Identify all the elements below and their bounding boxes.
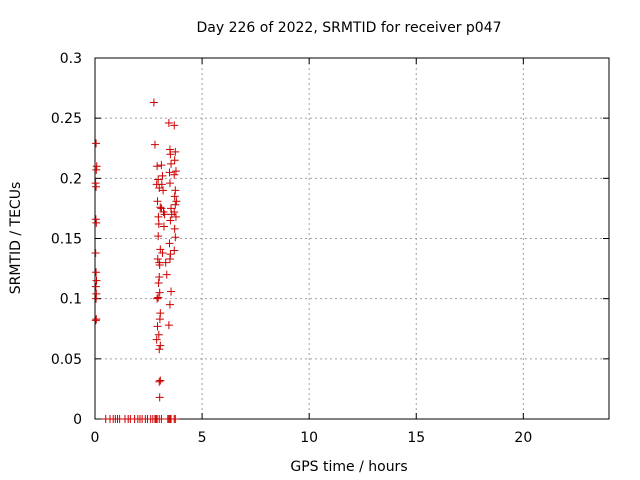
data-point [92,165,101,174]
data-point [170,192,179,201]
data-point [171,167,180,176]
data-point [165,254,174,263]
data-point [155,315,164,324]
data-point [153,294,162,303]
data-point [155,377,164,386]
data-point [92,182,101,191]
data-point [161,258,170,267]
data-point [171,186,180,195]
data-point [156,245,165,254]
y-axis-label: SRMTID / TECUs [8,182,24,295]
data-point [165,179,174,188]
data-point [172,197,181,206]
data-points [91,98,181,423]
x-tick-label: 10 [300,430,318,446]
data-point [154,293,163,302]
data-point [171,200,180,209]
data-point [153,162,162,171]
data-point [156,341,165,350]
data-point [158,248,167,257]
y-tick-label: 0 [73,412,82,428]
data-point [166,150,175,159]
data-point [171,147,180,156]
data-point [170,121,179,130]
x-axis-label: GPS time / hours [290,459,407,475]
data-point [159,186,168,195]
data-point [155,345,164,354]
y-tick-label: 0.05 [51,352,82,368]
data-point [92,268,101,277]
y-tick-label: 0.3 [60,51,82,67]
data-point [165,239,174,248]
data-point [170,246,179,255]
data-point [154,330,163,339]
data-point [164,321,173,330]
data-point [154,220,163,229]
data-point [154,232,163,241]
data-point [154,279,163,288]
tick-label-layer: 0 5 10 15 20 0 0.05 0.1 0.15 0.2 0.25 0.3 [51,51,532,446]
x-tick-label: 15 [407,430,425,446]
data-point [167,204,176,213]
data-point [170,170,179,179]
x-tick-label: 20 [514,430,532,446]
data-point [153,254,162,263]
x-tick-label: 5 [198,430,207,446]
data-point [170,208,179,217]
data-point [155,260,164,269]
data-point [167,287,176,296]
data-point [92,139,101,148]
data-point [154,175,163,184]
y-tick-label: 0.15 [51,232,82,248]
data-point [92,276,101,285]
data-point [156,376,165,385]
y-tick-label: 0.2 [60,171,82,187]
data-point [153,197,162,206]
y-tick-label: 0.1 [60,292,82,308]
data-point [155,393,164,402]
data-point [170,224,179,233]
data-point [165,168,174,177]
data-point [166,216,175,225]
data-point [158,171,167,180]
data-point [157,161,166,170]
data-point [160,210,169,219]
data-point [153,322,162,331]
y-tick-label: 0.25 [51,111,82,127]
data-point [170,156,179,165]
data-point [155,288,164,297]
data-point [92,218,101,227]
data-point [149,98,158,107]
data-point [155,273,164,282]
data-point [156,203,165,212]
data-point [91,282,100,291]
data-point [167,159,176,168]
x-tick-label: 0 [91,430,100,446]
data-point [91,248,100,257]
data-point [150,140,159,149]
data-point [171,415,180,423]
data-point [171,233,180,242]
data-point [164,118,173,127]
data-point [157,180,166,189]
data-point [159,222,168,231]
data-point [165,300,174,309]
data-point [92,294,101,303]
data-point [152,335,161,344]
data-point [171,212,180,221]
data-point [91,316,100,325]
chart-title: Day 226 of 2022, SRMTID for receiver p04… [196,20,501,36]
data-point [154,212,163,221]
data-point [162,270,171,279]
plot-frame [94,57,610,420]
grid-layer [95,58,609,419]
data-point [157,204,166,213]
